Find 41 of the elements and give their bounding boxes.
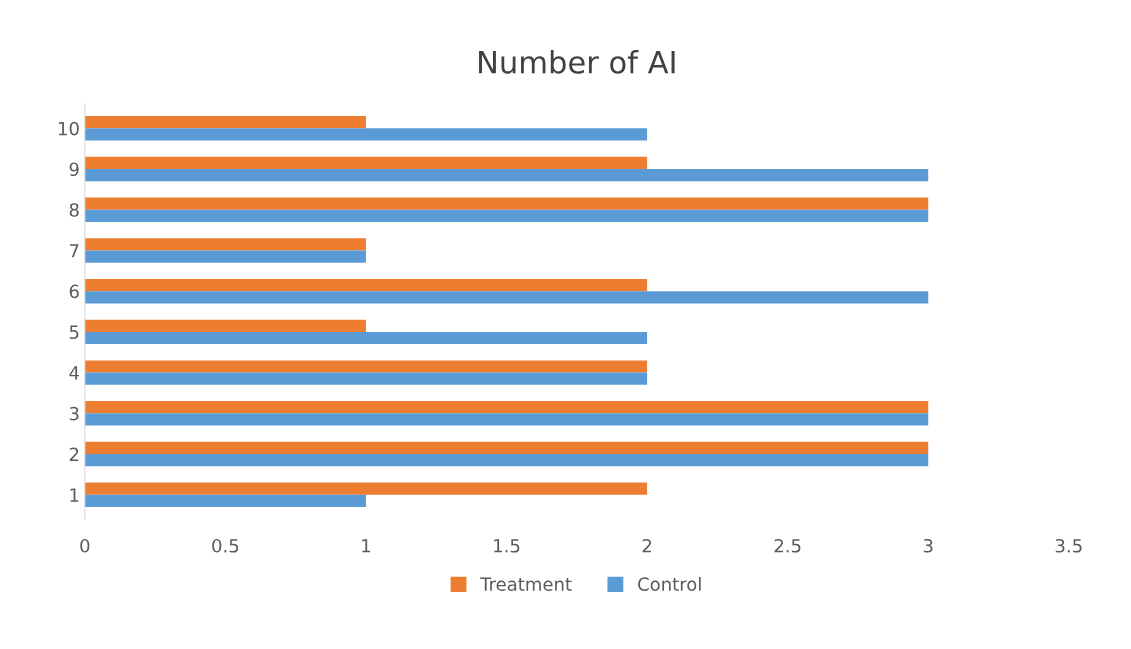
bar <box>84 291 929 304</box>
bar <box>84 454 929 467</box>
legend-label: Control <box>638 576 701 591</box>
bar <box>84 238 366 251</box>
bar <box>84 331 648 345</box>
y-tick-label: 7 <box>69 244 79 258</box>
y-tick-label: 8 <box>69 203 79 217</box>
x-tick-label: 0 <box>80 538 90 553</box>
x-tick-label: 1 <box>362 539 371 553</box>
x-tick-label: 2 <box>642 538 652 553</box>
bar <box>84 278 648 292</box>
bar <box>84 401 929 414</box>
bar <box>84 372 648 385</box>
y-tick-label: 2 <box>69 447 79 461</box>
legend-label: Treatment <box>480 577 572 591</box>
bar <box>84 156 648 169</box>
x-tick-label: 3 <box>923 538 933 553</box>
y-tick-label: 5 <box>69 325 79 339</box>
chart-title: Number of AI <box>479 50 675 74</box>
x-tick-label: 0.5 <box>212 538 239 553</box>
bar <box>84 197 929 210</box>
bar <box>84 413 929 426</box>
bar <box>84 250 366 263</box>
y-tick-label: 10 <box>58 121 79 136</box>
y-tick-label: 6 <box>69 284 79 299</box>
y-tick-label: 4 <box>69 366 79 380</box>
x-tick-label: 1.5 <box>494 539 520 553</box>
bar <box>84 494 366 507</box>
bar <box>84 116 366 129</box>
x-tick-label: 2.5 <box>774 538 801 553</box>
bar <box>84 482 648 495</box>
y-tick-label: 1 <box>70 488 79 502</box>
bar <box>84 209 929 222</box>
bar <box>84 441 929 455</box>
y-tick-label: 3 <box>69 406 79 421</box>
bar <box>84 360 648 373</box>
bar <box>84 168 929 182</box>
x-tick-label: 3.5 <box>1055 538 1082 553</box>
bar <box>84 319 366 332</box>
bar <box>84 128 648 141</box>
y-tick-label: 9 <box>69 162 79 177</box>
